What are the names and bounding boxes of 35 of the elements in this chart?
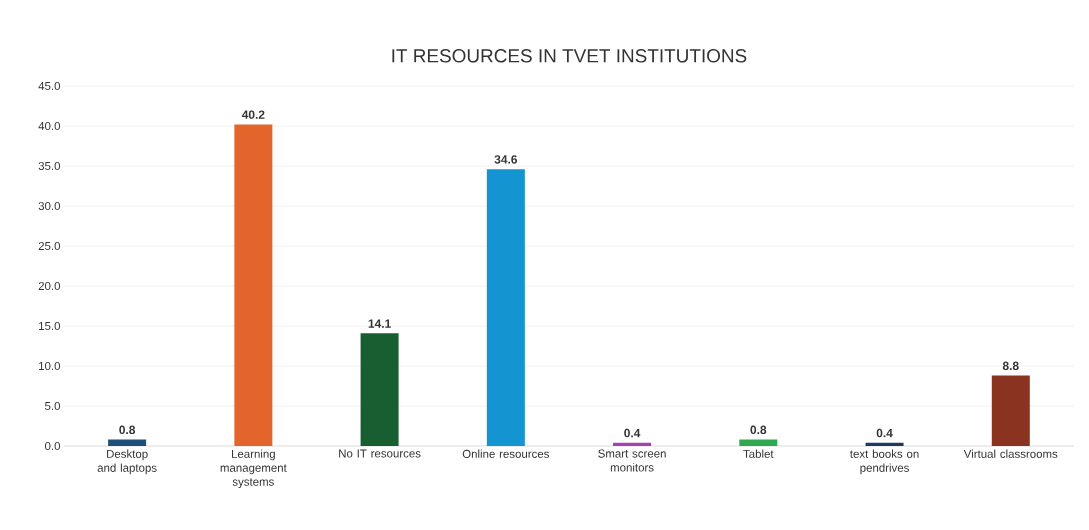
x-tick-label: Tablet bbox=[743, 449, 774, 458]
bar bbox=[234, 124, 273, 446]
data-label: 0.4 bbox=[876, 428, 893, 438]
y-tick-label: 35.0 bbox=[38, 161, 61, 171]
y-tick-label: 20.0 bbox=[38, 281, 61, 291]
bar bbox=[360, 333, 399, 446]
x-tick-label: Online resources bbox=[462, 449, 550, 458]
y-tick-label: 10.0 bbox=[39, 361, 61, 371]
y-tick-label: 30.0 bbox=[38, 201, 61, 211]
data-label: 0.8 bbox=[119, 425, 136, 435]
data-label: 14.1 bbox=[368, 319, 391, 328]
bar bbox=[991, 375, 1030, 446]
x-tick-label: Smart screen monitors bbox=[598, 449, 666, 472]
y-tick-label: 15.0 bbox=[39, 321, 61, 331]
x-tick-label: text books on pendrives bbox=[850, 449, 919, 475]
data-label: 0.4 bbox=[624, 428, 641, 438]
bar bbox=[865, 442, 904, 446]
x-tick-label: Desktop and laptops bbox=[97, 449, 157, 475]
data-label: 40.2 bbox=[241, 110, 265, 119]
bar bbox=[739, 439, 778, 446]
bar bbox=[486, 169, 525, 446]
x-tick-label: Virtual classrooms bbox=[963, 449, 1058, 458]
bar bbox=[613, 442, 652, 446]
y-tick-label: 5.0 bbox=[45, 401, 61, 411]
data-label: 0.8 bbox=[750, 425, 767, 435]
data-label: 8.8 bbox=[1002, 361, 1019, 371]
y-tick-label: 45.0 bbox=[38, 81, 61, 91]
chart-title: IT RESOURCES IN TVET INSTITUTIONS bbox=[392, 49, 747, 63]
y-tick-label: 0.0 bbox=[45, 441, 61, 451]
data-label: 34.6 bbox=[494, 155, 518, 164]
y-tick-label: 40.0 bbox=[38, 121, 61, 131]
bar bbox=[108, 439, 147, 446]
y-tick-label: 25.0 bbox=[38, 241, 61, 251]
x-tick-label: Learning management systems bbox=[220, 449, 287, 489]
x-tick-label: No IT resources bbox=[339, 449, 421, 458]
